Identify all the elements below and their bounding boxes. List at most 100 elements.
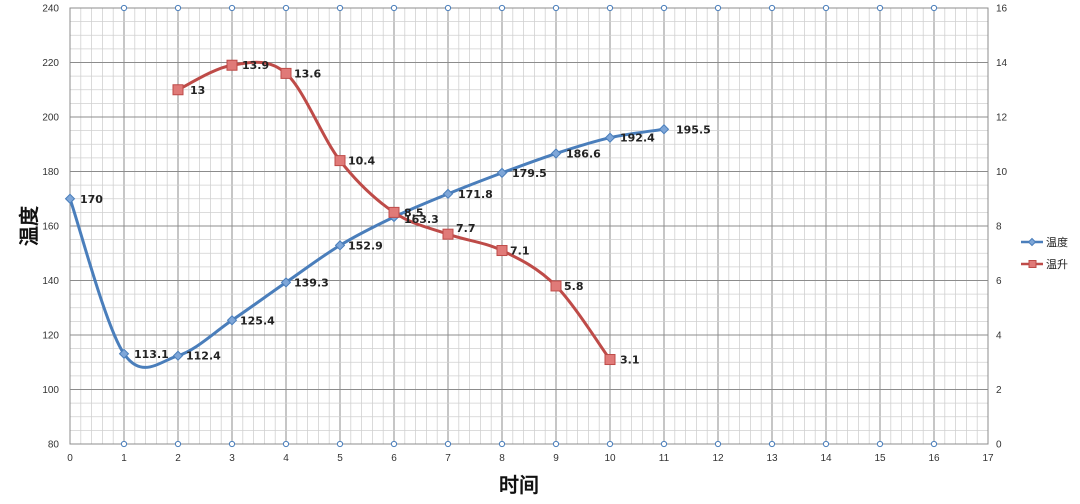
data-point-marker (334, 155, 346, 167)
x-bottom-tick-marker (498, 440, 506, 448)
y2-tick-label: 16 (996, 4, 1008, 15)
x-tick-label: 9 (553, 453, 559, 464)
x-bottom-tick-marker (282, 440, 290, 448)
x-top-tick-marker (174, 4, 182, 12)
data-point-marker (280, 277, 292, 288)
data-point-marker (226, 59, 238, 71)
legend-item: 温升 (1021, 258, 1068, 271)
x-bottom-tick-marker (606, 440, 614, 448)
x-bottom-tick-marker (444, 440, 452, 448)
x-bottom-tick-marker (228, 440, 236, 448)
x-top-tick-marker (606, 4, 614, 12)
legend-marker (1028, 260, 1037, 268)
y2-tick-label: 10 (996, 167, 1008, 178)
data-label: 152.9 (348, 239, 383, 252)
data-point-marker (604, 354, 616, 366)
y-axis-title: 温度 (17, 205, 41, 246)
data-label: 7.1 (510, 245, 530, 258)
x-top-tick-marker (228, 4, 236, 12)
x-tick-label: 2 (175, 453, 181, 464)
legend-marker (1027, 237, 1037, 247)
x-top-tick-marker (714, 4, 722, 12)
x-tick-label: 12 (712, 453, 724, 464)
data-labels: 170 113.1 112.4 125.4 139.3 152.9 163.3 171.8 17… (80, 59, 711, 366)
x-tick-label: 11 (659, 453, 670, 464)
x-tick-label: 14 (820, 453, 832, 464)
x-bottom-tick-marker (120, 440, 128, 448)
data-point-marker (226, 315, 238, 326)
data-point-marker (496, 245, 508, 257)
data-label: 192.4 (620, 132, 655, 145)
y-tick-label: 180 (42, 167, 59, 178)
x-bottom-tick-marker (930, 440, 938, 448)
x-tick-label: 10 (604, 453, 616, 464)
y-tick-label: 200 (42, 113, 59, 124)
data-label: 7.7 (456, 222, 476, 235)
y-tick-label: 160 (42, 222, 59, 233)
series-layer (64, 59, 670, 369)
x-top-tick-marker (930, 4, 938, 12)
x-tick-label: 8 (499, 453, 505, 464)
x-top-tick-marker (444, 4, 452, 12)
data-label: 13.6 (294, 67, 321, 80)
x-bottom-tick-marker (174, 440, 182, 448)
x-bottom-tick-marker (876, 440, 884, 448)
data-label: 171.8 (458, 188, 493, 201)
x-tick-label: 7 (445, 453, 451, 464)
y2-tick-label: 0 (996, 440, 1002, 451)
x-top-tick-marker (498, 4, 506, 12)
y-tick-label: 220 (42, 58, 59, 69)
data-point-marker (280, 67, 292, 79)
y-tick-label: 80 (48, 440, 60, 451)
data-point-marker (388, 206, 400, 218)
x-top-tick-marker (390, 4, 398, 12)
plot-frame (69, 7, 989, 445)
x-bottom-tick-marker (552, 440, 560, 448)
x-bottom-tick-marker (714, 440, 722, 448)
data-point-marker (172, 84, 184, 96)
x-top-tick-marker (282, 4, 290, 12)
data-label: 5.8 (564, 280, 584, 293)
data-label: 163.3 (404, 213, 439, 226)
data-label: 13.9 (242, 59, 269, 72)
y-tick-label: 120 (42, 331, 59, 342)
x-tick-label: 13 (766, 453, 778, 464)
y-tick-label: 140 (42, 276, 59, 287)
y-tick-label: 100 (42, 385, 59, 396)
data-point-marker (118, 348, 130, 360)
x-axis-title: 时间 (499, 473, 539, 497)
grid-lines (69, 7, 989, 445)
x-top-tick-marker (660, 4, 668, 12)
data-label: 186.6 (566, 148, 601, 161)
x-tick-label: 15 (874, 453, 886, 464)
data-point-marker (658, 124, 670, 135)
data-label: 125.4 (240, 314, 275, 327)
data-label: 8.5 (404, 206, 424, 219)
data-label: 139.3 (294, 276, 329, 289)
x-top-tick-marker (876, 4, 884, 12)
x-tick-label: 3 (229, 453, 235, 464)
data-point-marker (604, 132, 616, 143)
y2-tick-label: 12 (996, 113, 1008, 124)
x-bottom-tick-marker (336, 440, 344, 448)
series-temperature (64, 124, 670, 369)
legend-item: 温度 (1021, 235, 1068, 249)
y2-tick-label: 6 (996, 276, 1002, 287)
x-bottom-tick-marker (768, 440, 776, 448)
legend-label: 温度 (1046, 235, 1068, 249)
data-point-marker (172, 350, 184, 361)
data-label: 195.5 (676, 123, 711, 136)
x-top-tick-marker (822, 4, 830, 12)
data-label: 10.4 (348, 155, 375, 168)
data-point-marker (442, 228, 454, 240)
data-point-marker (334, 240, 346, 251)
data-point-marker (550, 148, 562, 159)
x-bottom-tick-marker (660, 440, 668, 448)
data-point-marker (550, 280, 562, 292)
y2-tick-label: 14 (996, 58, 1008, 69)
x-bottom-tick-marker (390, 440, 398, 448)
x-tick-label: 4 (283, 453, 289, 464)
y2-tick-label: 8 (996, 222, 1002, 233)
